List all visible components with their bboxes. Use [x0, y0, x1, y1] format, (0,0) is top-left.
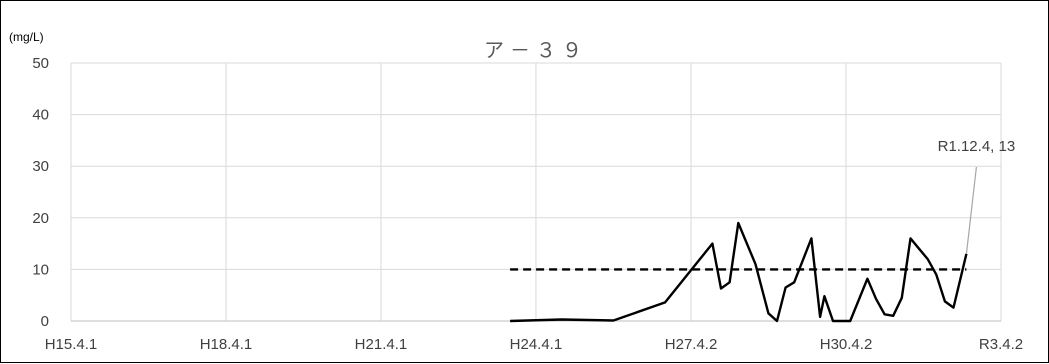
y-tick-label: 30 [32, 158, 49, 175]
x-tick-label: H27.4.2 [665, 336, 718, 353]
annotation-leader-line [965, 166, 978, 254]
annotation-layer: R1.12.4, 13 [938, 138, 1016, 254]
y-tick-label: 0 [41, 313, 49, 330]
y-tick-label: 40 [32, 107, 49, 124]
y-tick-labels: 0 10 20 30 40 50 [32, 55, 49, 330]
y-tick-label: 10 [32, 261, 49, 278]
data-label-annotation: R1.12.4, 13 [938, 138, 1016, 155]
x-tick-label: R3.4.2 [979, 336, 1023, 353]
y-tick-label: 50 [32, 55, 49, 72]
x-tick-label: H30.4.2 [820, 336, 873, 353]
y-axis-unit: (mg/L) [9, 30, 44, 44]
measured-series-line [510, 221, 968, 323]
vertical-gridlines [70, 63, 1002, 321]
chart-title: ア－３９ [484, 38, 588, 62]
x-tick-label: H24.4.1 [510, 336, 563, 353]
x-tick-label: H21.4.1 [355, 336, 408, 353]
x-tick-label: H18.4.1 [200, 336, 253, 353]
x-tick-labels: H15.4.1 H18.4.1 H21.4.1 H24.4.1 H27.4.2 H30.4… [45, 336, 1023, 353]
series-layer [510, 221, 968, 323]
x-tick-label: H15.4.1 [45, 336, 98, 353]
horizontal-gridlines [71, 62, 1001, 322]
y-tick-label: 20 [32, 210, 49, 227]
